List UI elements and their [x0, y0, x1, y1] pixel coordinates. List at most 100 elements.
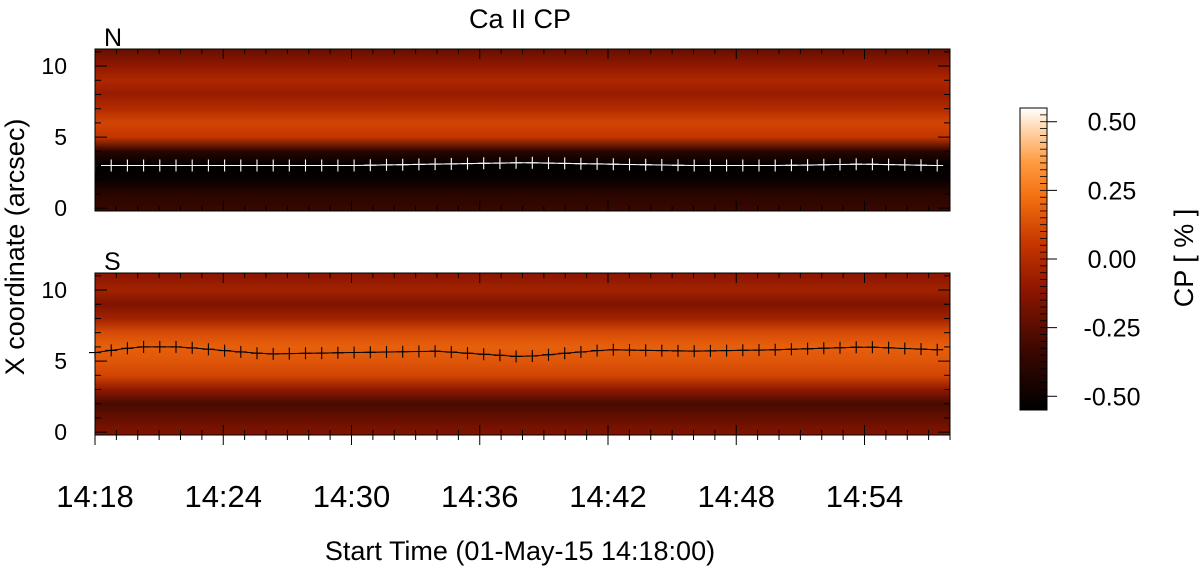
x-tick-label: 14:24 — [184, 479, 262, 514]
trace-marker — [396, 345, 409, 358]
trace-marker — [850, 158, 863, 171]
colorbar: 0.50 0.25 0.00 -0.25 -0.50 CP [ % ] — [1019, 107, 1199, 411]
x-tick-label: 14:54 — [826, 479, 904, 514]
trace-marker — [429, 158, 442, 171]
trace-marker — [801, 342, 814, 355]
trace-marker — [412, 345, 425, 358]
trace-marker — [915, 343, 927, 356]
trace-marker — [251, 159, 263, 172]
trace-marker — [364, 346, 377, 359]
trace-marker — [267, 159, 280, 172]
panel-n-heatmap — [95, 49, 950, 211]
y-tick-label: 5 — [54, 348, 67, 374]
trace-marker — [153, 340, 166, 353]
trace-marker — [558, 157, 571, 170]
panel-n-y-ticks: 0 5 10 — [41, 51, 950, 221]
trace-marker — [753, 344, 765, 357]
trace-marker — [105, 159, 118, 172]
trace-marker — [915, 159, 927, 172]
trace-marker — [607, 158, 620, 171]
trace-marker — [170, 159, 182, 172]
trace-marker — [153, 159, 166, 172]
trace-marker — [267, 347, 280, 360]
x-tick-label: 14:42 — [569, 479, 647, 514]
trace-marker — [817, 158, 830, 171]
trace-marker — [688, 159, 701, 172]
trace-marker — [769, 343, 782, 356]
trace-marker — [461, 347, 474, 360]
trace-marker — [315, 347, 328, 360]
trace-marker — [186, 159, 199, 172]
trace-marker — [591, 344, 604, 357]
x-tick-label: 14:36 — [441, 479, 519, 514]
trace-marker — [607, 343, 620, 356]
y-tick-label: 5 — [54, 124, 67, 150]
trace-marker — [526, 156, 539, 169]
trace-marker — [283, 347, 296, 360]
trace-marker — [429, 345, 442, 358]
x-tick-labels: 14:18 14:24 14:30 14:36 14:42 14:48 14:54 — [56, 434, 951, 514]
trace-marker — [639, 344, 652, 357]
y-tick-label: 10 — [41, 277, 67, 303]
x-tick-label: 14:30 — [313, 479, 391, 514]
trace-marker — [170, 340, 182, 353]
trace-marker — [526, 350, 539, 362]
panel-s-trace — [89, 340, 944, 363]
trace-marker — [283, 159, 296, 172]
trace-marker — [445, 157, 458, 170]
trace-marker — [736, 344, 749, 357]
trace-marker — [121, 342, 134, 355]
panel-n-x-ticks — [94, 49, 951, 211]
x-tick-label: 14:18 — [56, 479, 134, 514]
trace-marker — [234, 159, 247, 172]
trace-marker — [850, 341, 863, 354]
trace-marker — [655, 344, 668, 357]
trace-marker — [380, 158, 393, 171]
trace-marker — [672, 159, 684, 172]
colorbar-ticks: 0.50 0.25 0.00 -0.25 -0.50 — [1040, 107, 1140, 411]
trace-marker — [186, 341, 199, 354]
trace-marker — [866, 341, 879, 354]
trace-marker — [331, 346, 344, 359]
trace-marker — [704, 159, 717, 172]
trace-marker — [445, 346, 458, 359]
trace-marker — [688, 345, 701, 358]
trace-marker — [931, 159, 944, 172]
colorbar-tick-label: 0.00 — [1088, 246, 1137, 274]
trace-marker — [558, 347, 571, 360]
trace-marker — [121, 159, 134, 172]
y-axis-title: X coordinate (arcsec) — [0, 119, 30, 376]
panel-s-label: S — [104, 248, 121, 276]
trace-marker — [834, 341, 846, 354]
trace-marker — [542, 157, 555, 170]
panel-n-trace — [89, 156, 944, 172]
trace-marker — [493, 157, 506, 170]
trace-marker — [331, 159, 344, 172]
trace-marker — [898, 342, 911, 355]
trace-marker — [542, 348, 555, 361]
trace-marker — [105, 344, 118, 357]
trace-marker — [574, 346, 587, 358]
y-tick-label: 0 — [54, 195, 67, 221]
x-tick-label: 14:48 — [697, 479, 775, 514]
trace-marker — [817, 342, 830, 355]
trace-marker — [639, 158, 652, 171]
trace-marker — [510, 156, 523, 169]
trace-marker — [477, 157, 490, 170]
y-tick-label: 10 — [41, 53, 67, 79]
colorbar-title: CP [ % ] — [1169, 209, 1199, 308]
trace-marker — [315, 159, 328, 172]
trace-marker — [412, 158, 425, 171]
trace-marker — [299, 159, 312, 172]
trace-marker — [202, 343, 215, 356]
trace-marker — [591, 157, 604, 170]
panel-s-x-ticks — [94, 273, 951, 435]
trace-marker — [348, 346, 361, 359]
panel-s-heatmap — [95, 273, 950, 435]
trace-marker — [898, 158, 911, 171]
trace-marker — [234, 345, 247, 358]
trace-marker — [834, 158, 846, 171]
trace-marker — [574, 157, 587, 170]
y-tick-label: 0 — [54, 419, 67, 445]
trace-marker — [753, 159, 765, 172]
